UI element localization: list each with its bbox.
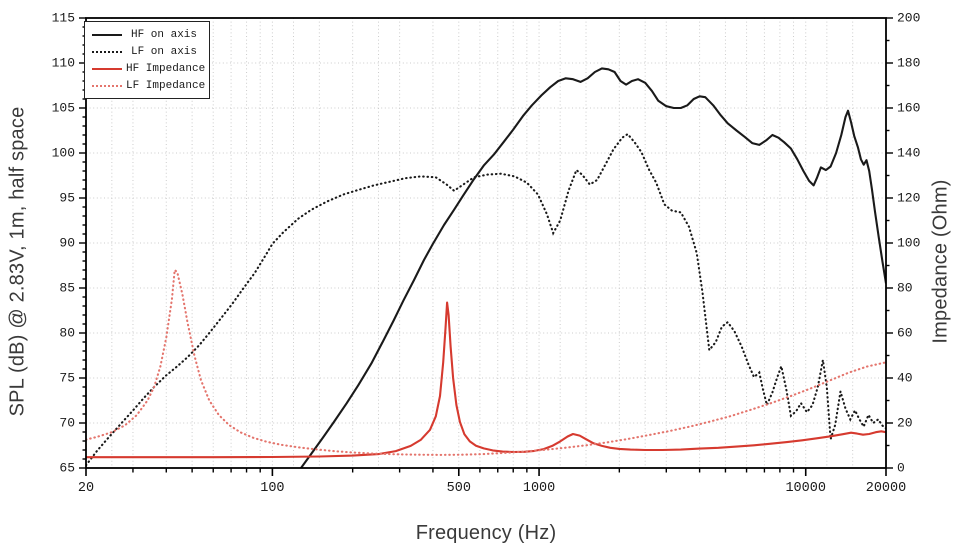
legend-label: LF on axis bbox=[130, 46, 197, 58]
legend-label: HF Impedance bbox=[126, 63, 206, 75]
y-left-tick-label: 75 bbox=[59, 371, 75, 386]
series-hf-impedance bbox=[86, 301, 886, 459]
y-right-tick-label: 80 bbox=[897, 281, 913, 296]
dotted-line-sample-icon bbox=[92, 85, 122, 87]
legend-row: HF Impedance bbox=[92, 62, 206, 76]
solid-line-sample-icon bbox=[92, 68, 122, 70]
x-tick-label: 100 bbox=[260, 481, 284, 496]
y-left-tick-label: 70 bbox=[59, 416, 75, 431]
x-tick-label: 20 bbox=[78, 481, 94, 496]
legend-row: HF on axis bbox=[92, 28, 202, 42]
y-right-tick-label: 100 bbox=[897, 236, 920, 251]
series-lf-impedance bbox=[86, 267, 886, 456]
solid-line-sample-icon bbox=[92, 34, 122, 36]
y-right-tick-label: 120 bbox=[897, 191, 920, 206]
y-left-tick-label: 110 bbox=[52, 56, 75, 71]
y-left-tick-label: 105 bbox=[52, 101, 75, 116]
y-left-tick-label: 80 bbox=[59, 326, 75, 341]
y-left-tick-label: 65 bbox=[59, 461, 75, 476]
y-right-tick-label: 200 bbox=[897, 11, 920, 26]
y-axis-right-title: Impedance (Ohm) bbox=[929, 179, 952, 344]
y-right-tick-label: 20 bbox=[897, 416, 913, 431]
series-hf-on-axis bbox=[300, 67, 886, 468]
dotted-line-sample-icon bbox=[92, 51, 122, 53]
series-lf-on-axis bbox=[86, 132, 886, 467]
y-left-tick-label: 115 bbox=[52, 11, 75, 26]
y-left-tick-label: 90 bbox=[59, 236, 75, 251]
x-tick-label: 20000 bbox=[866, 481, 907, 496]
x-tick-label: 1000 bbox=[523, 481, 555, 496]
y-axis-left-title: SPL (dB) @ 2.83V, 1m, half space bbox=[6, 106, 29, 417]
y-left-tick-label: 95 bbox=[59, 191, 75, 206]
y-right-tick-label: 160 bbox=[897, 101, 920, 116]
legend-row: LF on axis bbox=[92, 45, 202, 59]
x-axis-title: Frequency (Hz) bbox=[415, 522, 557, 544]
x-tick-label: 500 bbox=[447, 481, 471, 496]
y-right-tick-label: 40 bbox=[897, 371, 913, 386]
y-right-tick-label: 60 bbox=[897, 326, 913, 341]
y-right-tick-label: 140 bbox=[897, 146, 920, 161]
y-left-tick-label: 85 bbox=[59, 281, 75, 296]
x-tick-label: 10000 bbox=[785, 481, 826, 496]
y-left-tick-label: 100 bbox=[52, 146, 75, 161]
y-right-tick-label: 180 bbox=[897, 56, 920, 71]
legend: HF on axis LF on axis HF Impedance LF Imped… bbox=[84, 21, 210, 99]
legend-label: LF Impedance bbox=[126, 80, 206, 92]
legend-row: LF Impedance bbox=[92, 79, 206, 93]
legend-label: HF on axis bbox=[130, 29, 197, 41]
y-right-tick-label: 0 bbox=[897, 461, 905, 476]
